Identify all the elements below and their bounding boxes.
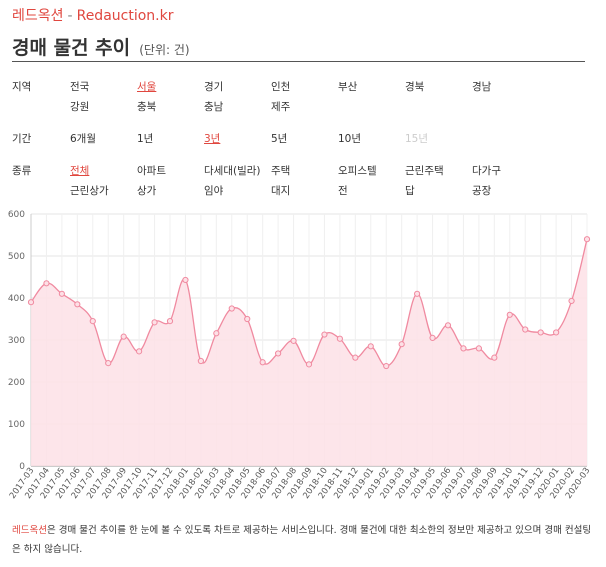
data-point [568,297,575,305]
region-option[interactable]: 서울 [137,81,157,93]
type-option[interactable]: 근린주택 [405,165,444,177]
y-tick-label: 300 [8,336,25,346]
region-filter-label: 지역 [12,81,32,93]
type-option[interactable]: 공장 [472,185,492,197]
data-point [58,290,65,297]
region-option[interactable]: 경북 [405,81,425,93]
page-title-row: 경매 물건 추이 (단위: 건) [12,33,190,60]
data-point [537,329,544,336]
type-option[interactable]: 다세대(빌라) [204,165,261,177]
type-option[interactable]: 근린상가 [70,185,109,197]
brand-header: 레드옥션 - Redauction.kr [12,5,173,25]
region-option[interactable]: 경남 [472,81,492,93]
period-option[interactable]: 6개월 [70,133,97,145]
data-point [352,354,359,361]
data-point [367,343,374,350]
data-point [383,362,390,370]
data-point [553,329,560,336]
region-option[interactable]: 제주 [271,101,291,113]
region-option[interactable]: 전국 [70,81,90,93]
period-option[interactable]: 1년 [137,133,154,145]
data-point [321,331,328,338]
data-point [275,350,282,357]
data-point [336,335,343,342]
period-option[interactable]: 10년 [338,133,362,145]
region-option[interactable]: 인천 [271,81,291,93]
data-point [429,334,436,341]
data-point [136,348,143,355]
type-option[interactable]: 전체 [70,165,90,177]
period-option[interactable]: 3년 [204,133,221,145]
type-option[interactable]: 대지 [271,185,291,197]
data-point [475,345,482,352]
y-tick-label: 0 [19,462,25,472]
type-option[interactable]: 다가구 [472,165,501,177]
y-tick-label: 400 [8,294,25,304]
type-option[interactable]: 상가 [137,185,157,197]
period-option: 15년 [405,133,429,145]
data-point [290,337,297,344]
y-tick-label: 500 [8,252,25,262]
region-option[interactable]: 강원 [70,101,90,113]
data-point [506,311,513,318]
data-point [259,359,266,366]
data-point [583,236,591,243]
data-point [166,318,174,325]
title-divider [12,61,585,62]
data-point [460,345,467,352]
type-option[interactable]: 답 [405,185,415,197]
y-tick-label: 100 [8,420,25,430]
series-area [31,239,587,466]
data-point [74,301,81,308]
type-option[interactable]: 오피스텔 [338,165,377,177]
brand-name[interactable]: 레드옥션 [12,8,64,24]
auction-trend-chart: 01002003004005006002017-032017-042017-05… [8,210,593,501]
data-point [89,318,96,325]
period-options: 6개월 1년 3년 5년 10년 15년 [70,131,540,151]
unit-label: (단위: 건) [139,43,190,57]
data-point [491,354,498,361]
footer-brand-link[interactable]: 레드옥션 [12,525,47,536]
type-option[interactable]: 아파트 [137,165,166,177]
data-point [27,299,35,306]
data-point [151,319,158,326]
brand-site[interactable]: Redauction.kr [76,8,174,24]
data-point [228,305,235,312]
region-option[interactable]: 충남 [204,101,224,113]
type-option[interactable]: 주택 [271,165,291,177]
period-filter-label: 기간 [12,133,32,145]
y-tick-label: 600 [8,210,25,220]
type-option[interactable]: 임야 [204,185,224,197]
data-point [120,333,127,340]
data-point [213,330,220,337]
page-title: 경매 물건 추이 [12,37,131,59]
brand-separator: - [67,8,73,24]
data-point [398,341,405,348]
type-filter-label: 종류 [12,165,32,177]
footer-text: 은 경매 물건 추이를 한 눈에 볼 수 있도록 차트로 제공하는 서비스입니다… [12,525,592,555]
y-tick-label: 200 [8,378,25,388]
data-point [414,290,421,297]
region-option[interactable]: 부산 [338,81,358,93]
data-point [105,360,112,367]
data-point [197,357,204,365]
region-option[interactable]: 충북 [137,101,157,113]
region-option[interactable]: 경기 [204,81,224,93]
data-point [244,315,251,323]
period-filter: 기간 6개월 1년 3년 5년 10년 15년 [12,131,592,151]
data-point [522,326,529,333]
data-point [305,361,313,368]
period-option[interactable]: 5년 [271,133,288,145]
data-point [43,280,50,287]
data-point [182,276,189,284]
type-option[interactable]: 전 [338,185,348,197]
data-point [444,322,452,329]
footer-note: 레드옥션은 경매 물건 추이를 한 눈에 볼 수 있도록 차트로 제공하는 서비… [12,521,597,559]
